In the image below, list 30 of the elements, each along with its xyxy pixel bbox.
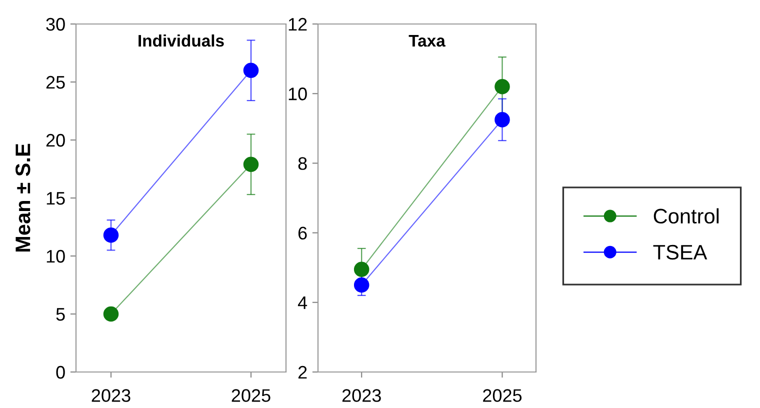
x-tick-label: 2025 [483, 389, 522, 402]
y-axis-title: Mean ± S.E [16, 144, 30, 252]
point [243, 62, 259, 78]
legend-label: TSEA [653, 244, 708, 260]
point [494, 112, 510, 128]
x-tick-label: 2025 [232, 389, 270, 402]
legend-label: Control [654, 208, 719, 224]
x-tick-label: 2023 [342, 389, 381, 402]
y-tick-label: 2 [298, 366, 307, 379]
point [243, 156, 259, 172]
point [103, 227, 119, 243]
point [354, 262, 370, 277]
y-tick-label: 8 [298, 157, 307, 170]
point [494, 79, 510, 94]
y-tick-label: 30 [46, 18, 65, 31]
y-tick-label: 10 [288, 88, 307, 100]
y-tick-label: 20 [46, 134, 65, 147]
x-tick-label: 2023 [92, 389, 130, 402]
y-tick-label: 5 [56, 308, 65, 321]
y-tick-label: 4 [298, 296, 308, 309]
y-tick-label: 25 [46, 76, 65, 89]
y-tick-label: 15 [46, 192, 65, 205]
chart-title: Individuals [138, 34, 224, 47]
y-tick-label: 10 [46, 250, 65, 263]
text: Taxa [408, 35, 446, 47]
y-tick-label: 6 [298, 226, 307, 240]
point [103, 306, 119, 322]
y-tick-label: 0 [56, 366, 65, 379]
y-tick-label: 12 [288, 18, 307, 31]
point [354, 277, 370, 293]
